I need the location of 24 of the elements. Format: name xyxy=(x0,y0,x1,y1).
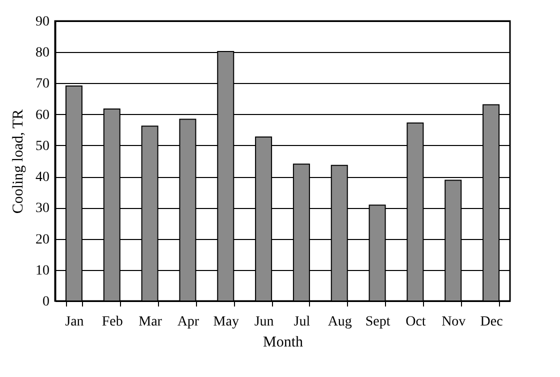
x-tick-label: Aug xyxy=(328,314,352,330)
x-tick-label: Nov xyxy=(442,314,466,330)
y-tick-label: 0 xyxy=(42,294,50,310)
y-tick-label: 30 xyxy=(36,201,50,216)
y-tick-label: 40 xyxy=(36,170,50,186)
y-tick-label: 10 xyxy=(36,263,50,278)
y-tick-label: 20 xyxy=(36,232,50,248)
y-tick-label: 70 xyxy=(36,76,50,92)
y-tick-label: 90 xyxy=(36,14,50,30)
x-tick-label: Feb xyxy=(102,314,123,330)
x-tick-label: Oct xyxy=(406,314,426,330)
x-tick-label: Mar xyxy=(138,314,162,330)
x-tick-label: Dec xyxy=(480,314,503,330)
x-tick-label: Apr xyxy=(177,314,200,330)
y-tick-label: 60 xyxy=(36,108,50,123)
x-tick-label: May xyxy=(213,314,239,330)
y-tick-label: 50 xyxy=(36,138,50,154)
x-axis-title: Month xyxy=(262,334,304,350)
x-tick-label: Jul xyxy=(294,314,310,330)
y-axis-title: Cooling load, TR xyxy=(10,109,26,214)
y-tick-label: 80 xyxy=(36,46,50,61)
x-tick-label: Jan xyxy=(65,314,84,330)
x-tick-label: Jun xyxy=(254,314,274,330)
x-tick-label: Sept xyxy=(365,314,390,330)
